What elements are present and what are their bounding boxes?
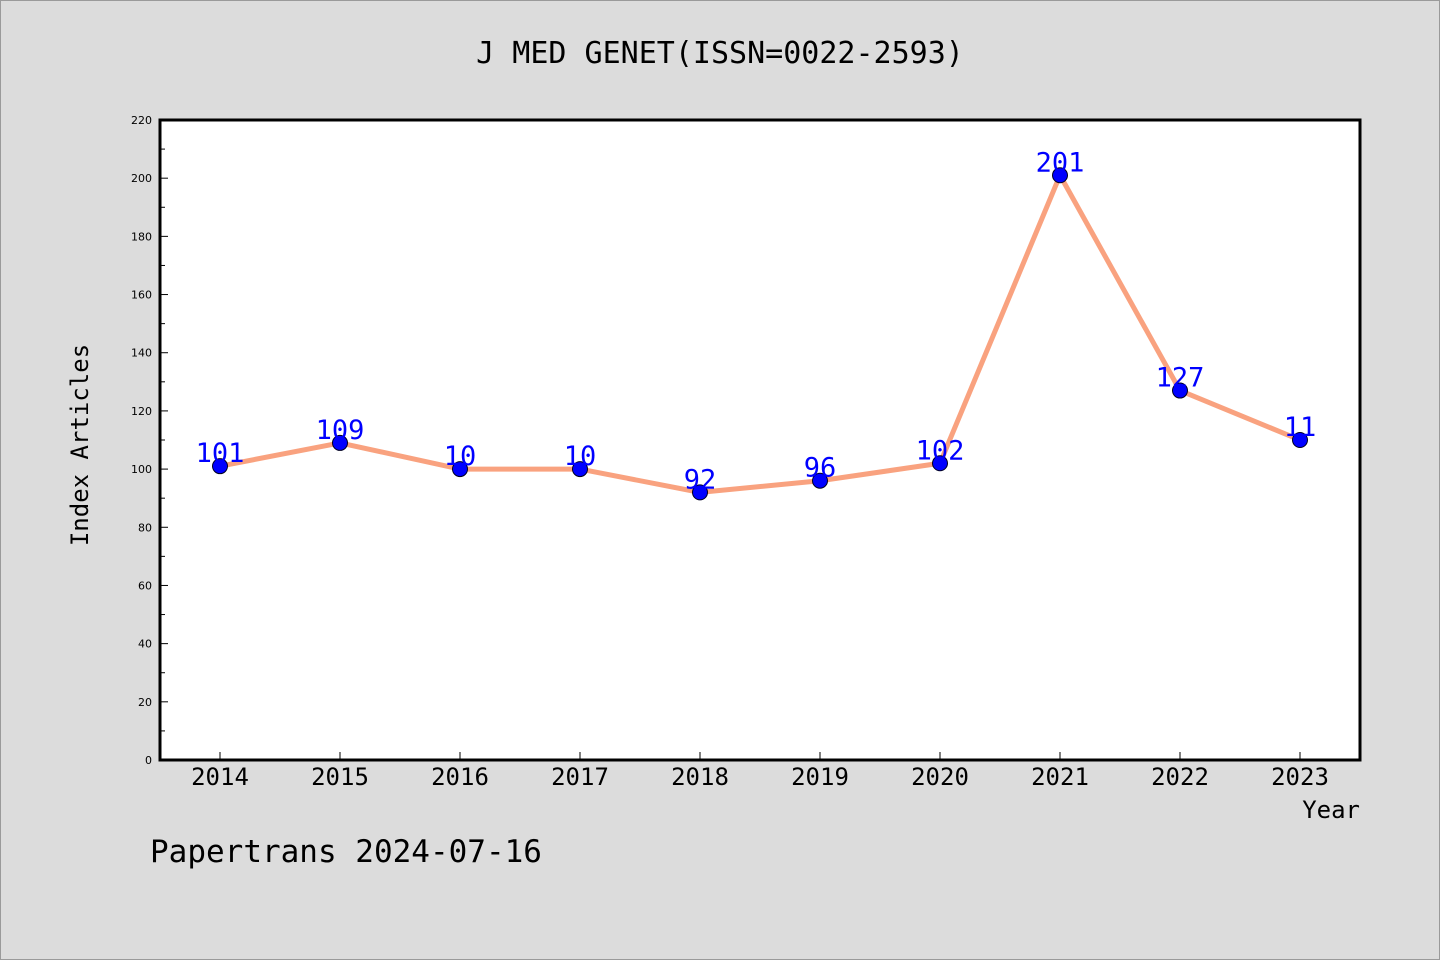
data-label: 109 <box>316 415 365 446</box>
data-label: 201 <box>1036 147 1085 178</box>
data-label: 11 <box>1284 412 1317 443</box>
y-tick-label: 140 <box>131 347 152 360</box>
data-point <box>932 455 948 472</box>
x-tick-label: 2015 <box>311 763 369 791</box>
y-tick-label: 60 <box>138 579 152 592</box>
y-tick-label: 80 <box>138 521 152 534</box>
x-tick-label: 2021 <box>1031 763 1089 791</box>
plot-border <box>158 118 1362 762</box>
y-tick-label: 180 <box>131 230 152 243</box>
data-label: 101 <box>196 438 245 469</box>
data-label: 96 <box>804 453 837 484</box>
footer-date-stamp: Papertrans 2024-07-16 <box>150 834 542 870</box>
x-tick-label: 2014 <box>191 763 249 791</box>
data-point <box>1172 382 1188 399</box>
data-label: 102 <box>916 435 965 466</box>
x-tick-label: 2019 <box>791 763 849 791</box>
y-tick-label: 200 <box>131 172 152 185</box>
data-point <box>572 461 588 478</box>
x-tick-label: 2016 <box>431 763 489 791</box>
x-tick-label: 2023 <box>1271 763 1329 791</box>
data-label: 10 <box>444 441 477 472</box>
x-tick-label: 2020 <box>911 763 969 791</box>
x-tick-label: 2017 <box>551 763 609 791</box>
x-axis-label: Year <box>1302 796 1360 824</box>
chart-title: J MED GENET(ISSN=0022-2593) <box>476 36 964 71</box>
data-point <box>332 434 348 451</box>
data-point <box>692 484 708 501</box>
y-tick-label: 160 <box>131 289 152 302</box>
data-label: 92 <box>684 464 717 495</box>
data-point <box>452 461 468 478</box>
data-point <box>212 458 228 475</box>
y-tick-label: 100 <box>131 463 152 476</box>
x-tick-label: 2018 <box>671 763 729 791</box>
y-tick-label: 220 <box>131 114 152 127</box>
plot-area <box>160 120 1360 760</box>
series-line <box>217 172 1303 495</box>
data-point <box>1052 167 1068 184</box>
x-tick-label: 2022 <box>1151 763 1209 791</box>
y-tick-label: 40 <box>138 638 152 651</box>
data-label: 127 <box>1156 363 1205 394</box>
data-point <box>812 472 828 489</box>
y-tick-label: 20 <box>138 696 152 709</box>
data-point <box>1292 432 1308 448</box>
y-tick-label: 0 <box>145 754 152 767</box>
data-label: 10 <box>564 441 597 472</box>
y-tick-label: 120 <box>131 405 152 418</box>
